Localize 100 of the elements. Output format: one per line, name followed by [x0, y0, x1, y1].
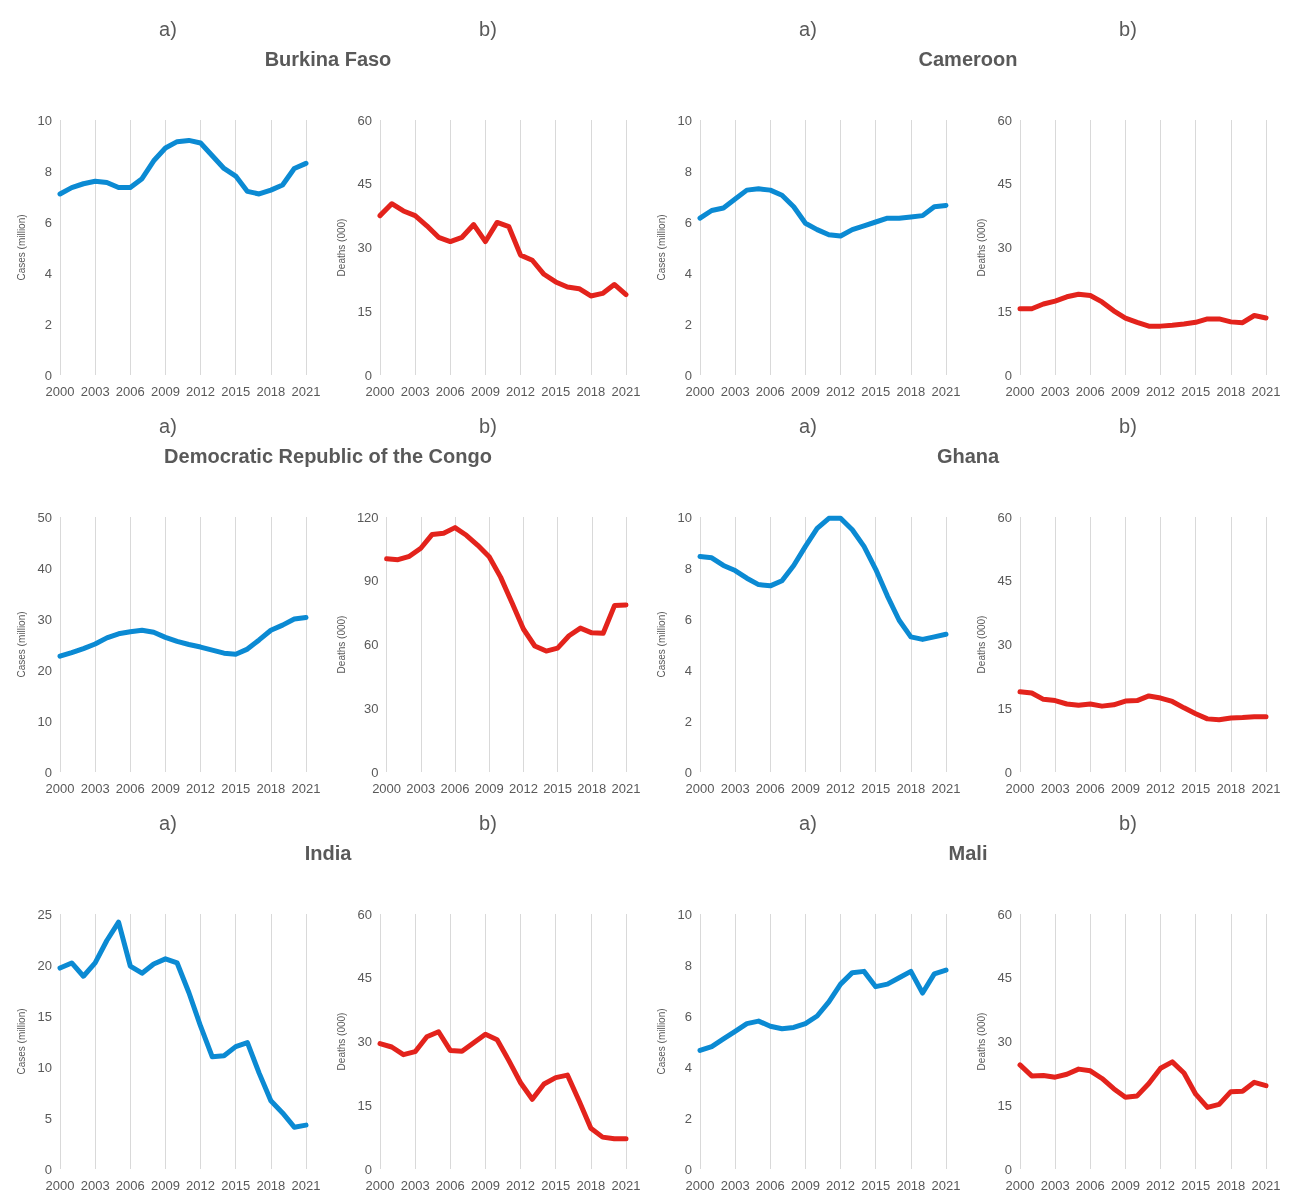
y-tick-label: 0	[684, 1161, 692, 1177]
x-tick-label: 2000	[1005, 384, 1035, 399]
x-tick-label: 2018	[256, 1178, 286, 1191]
chart-title: a)	[159, 812, 177, 834]
y-tick-label: 60	[997, 906, 1012, 922]
y-tick-label: 15	[37, 1008, 52, 1024]
x-tick-label: 2012	[186, 384, 216, 399]
x-tick-label: 2006	[755, 384, 785, 399]
x-tick-label: 2006	[115, 384, 145, 399]
y-axis-title: Cases (million)	[16, 611, 28, 678]
y-tick-label: 10	[677, 112, 692, 128]
y-tick-label: 10	[37, 1059, 52, 1075]
x-tick-label: 2021	[611, 1178, 641, 1191]
chart-subtitle: Ghana	[936, 445, 1000, 467]
y-tick-label: 6	[684, 611, 692, 627]
x-tick-label: 2003	[400, 1178, 430, 1191]
x-tick-label: 2012	[826, 384, 856, 399]
chart-subtitle: Cameroon	[918, 48, 1018, 70]
y-tick-label: 4	[684, 662, 692, 678]
y-tick-label: 45	[357, 176, 372, 192]
y-tick-label: 15	[357, 303, 372, 319]
y-tick-label: 4	[684, 265, 692, 281]
y-tick-label: 2	[684, 1110, 692, 1126]
x-tick-label: 2021	[1251, 781, 1281, 796]
y-tick-label: 8	[684, 163, 692, 179]
y-axis-title: Cases (million)	[656, 611, 668, 678]
x-tick-label: 2012	[826, 781, 856, 796]
chart-title: b)	[1119, 18, 1137, 40]
x-tick-label: 2015	[543, 781, 573, 796]
x-tick-label: 2021	[931, 384, 961, 399]
x-tick-label: 2012	[186, 781, 216, 796]
x-tick-label: 2018	[896, 781, 926, 796]
y-tick-label: 45	[997, 573, 1012, 589]
y-tick-label: 10	[677, 509, 692, 525]
y-tick-label: 4	[44, 265, 52, 281]
x-tick-label: 2006	[1075, 781, 1105, 796]
y-tick-label: 2	[684, 316, 692, 332]
chart-subtitle: Mali	[948, 842, 988, 864]
x-tick-label: 2015	[861, 384, 891, 399]
x-tick-label: 2006	[435, 384, 465, 399]
y-tick-label: 2	[684, 713, 692, 729]
x-tick-label: 2009	[1110, 781, 1140, 796]
x-tick-label: 2006	[435, 1178, 465, 1191]
y-tick-label: 45	[357, 970, 372, 986]
chart-title: b)	[1119, 812, 1137, 834]
y-tick-label: 60	[357, 906, 372, 922]
x-tick-label: 2006	[115, 781, 145, 796]
x-tick-label: 2003	[80, 384, 110, 399]
x-tick-label: 2018	[576, 384, 606, 399]
y-tick-label: 60	[357, 112, 372, 128]
x-tick-label: 2006	[115, 1178, 145, 1191]
x-tick-label: 2012	[508, 781, 538, 796]
y-tick-label: 45	[997, 970, 1012, 986]
x-tick-label: 2015	[1181, 1178, 1211, 1191]
x-tick-label: 2000	[45, 384, 75, 399]
x-tick-label: 2000	[45, 781, 75, 796]
x-tick-label: 2000	[365, 384, 395, 399]
x-tick-label: 2009	[470, 384, 500, 399]
x-tick-label: 2000	[1005, 781, 1035, 796]
chart-title: a)	[799, 812, 817, 834]
chart-title: a)	[159, 18, 177, 40]
y-tick-label: 8	[684, 957, 692, 973]
x-tick-label: 2000	[365, 1178, 395, 1191]
y-tick-label: 30	[37, 611, 52, 627]
chart-title: a)	[799, 18, 817, 40]
x-tick-label: 2021	[1251, 1178, 1281, 1191]
x-tick-label: 2003	[720, 384, 750, 399]
x-tick-label: 2000	[685, 384, 715, 399]
y-tick-label: 90	[364, 573, 379, 589]
x-tick-label: 2009	[150, 1178, 180, 1191]
y-tick-label: 30	[364, 700, 379, 716]
y-tick-label: 10	[37, 112, 52, 128]
y-tick-label: 60	[997, 112, 1012, 128]
y-axis-title: Deaths (000)	[976, 218, 988, 277]
y-tick-label: 5	[44, 1110, 52, 1126]
x-tick-label: 2006	[440, 781, 470, 796]
y-tick-label: 15	[357, 1097, 372, 1113]
x-tick-label: 2012	[506, 1178, 536, 1191]
y-axis-title: Cases (million)	[16, 1008, 28, 1075]
x-tick-label: 2015	[221, 781, 251, 796]
y-tick-label: 0	[684, 367, 692, 383]
x-tick-label: 2015	[221, 384, 251, 399]
x-tick-label: 2009	[150, 384, 180, 399]
y-tick-label: 120	[356, 509, 379, 525]
y-tick-label: 0	[364, 367, 372, 383]
x-tick-label: 2003	[1040, 781, 1070, 796]
x-tick-label: 2006	[755, 1178, 785, 1191]
x-tick-label: 2018	[1216, 384, 1246, 399]
x-tick-label: 2015	[1181, 781, 1211, 796]
y-tick-label: 10	[677, 906, 692, 922]
chart-title: b)	[479, 812, 497, 834]
x-tick-label: 2000	[372, 781, 402, 796]
y-tick-label: 20	[37, 662, 52, 678]
x-tick-label: 2003	[80, 781, 110, 796]
y-tick-label: 30	[997, 240, 1012, 255]
x-tick-label: 2012	[1146, 781, 1176, 796]
y-tick-label: 0	[44, 1161, 52, 1177]
x-tick-label: 2018	[1216, 781, 1246, 796]
y-tick-label: 60	[997, 509, 1012, 525]
x-tick-label: 2000	[685, 781, 715, 796]
